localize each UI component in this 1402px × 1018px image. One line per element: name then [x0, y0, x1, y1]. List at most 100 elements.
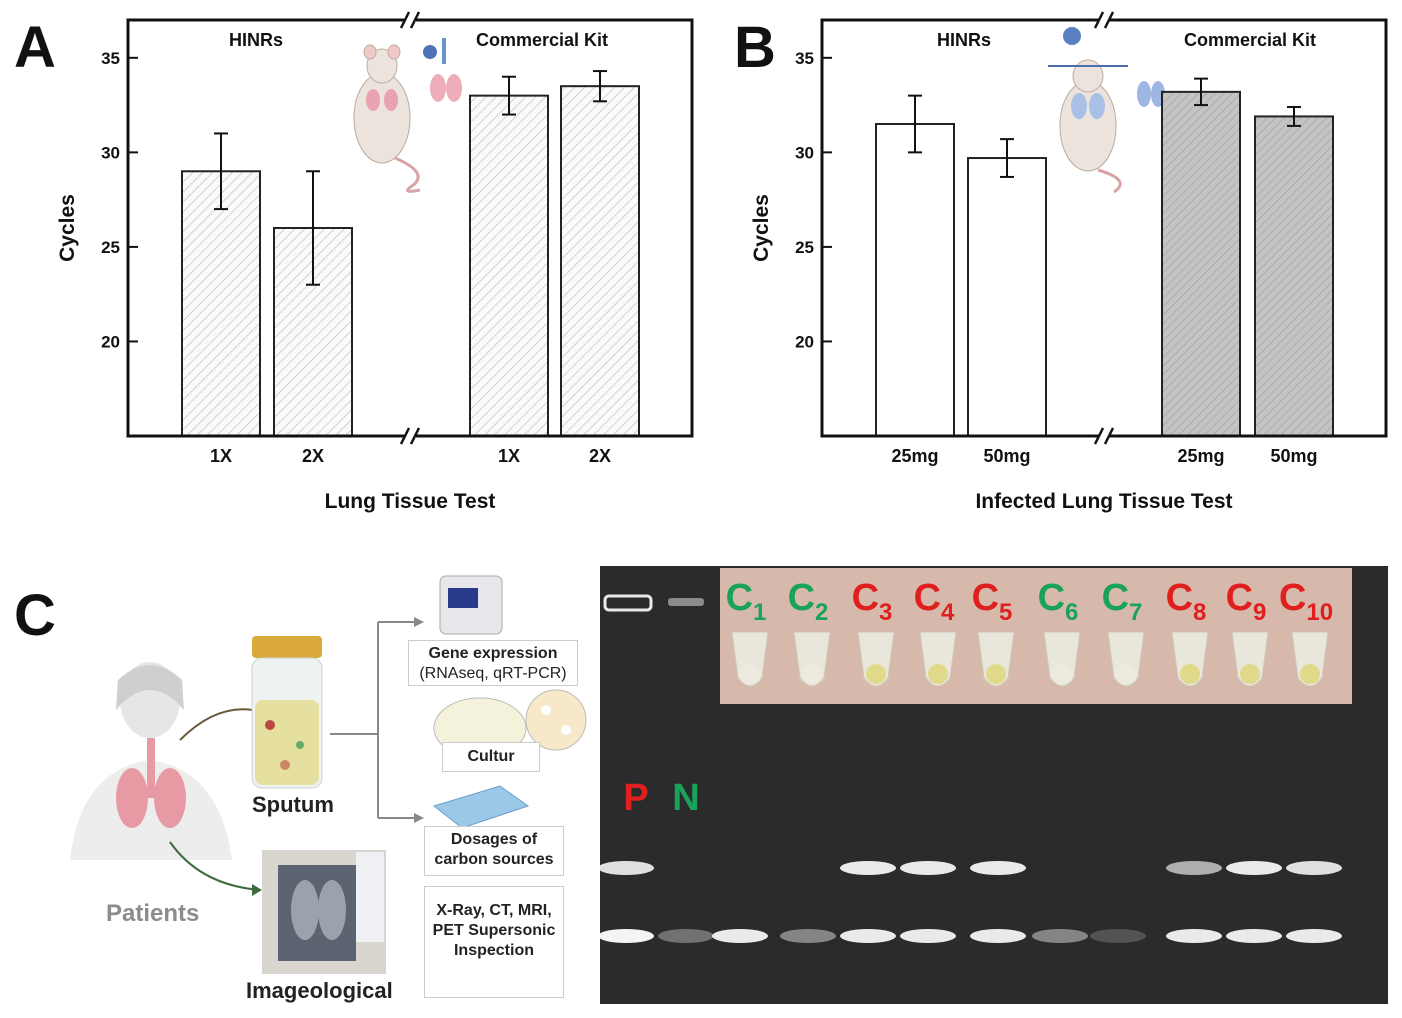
chart-b-x-tick-label-4: 50mg — [1270, 446, 1317, 466]
tube-3 — [857, 631, 895, 687]
gel-well-p — [603, 594, 653, 612]
chart-b-axis-break-top — [1093, 11, 1115, 29]
chart-b-group-label-2: Commercial Kit — [1184, 30, 1316, 50]
mouse-illustration-a — [353, 44, 421, 193]
panel-label-a: A — [14, 15, 56, 80]
sample-label-subscript: 8 — [1193, 599, 1206, 626]
chart-a-x-tick-label-4: 2X — [589, 446, 611, 466]
chart-b-error-bar-2 — [1000, 138, 1014, 178]
gene-expression-sub: (RNAseq, qRT-PCR) — [419, 665, 567, 682]
sputum-label: Sputum — [252, 792, 334, 817]
chart-a-error-bar-2 — [306, 170, 320, 286]
chart-b-error-bar-3 — [1194, 77, 1208, 107]
patients-label: Patients — [106, 900, 200, 927]
gel-band-lower-11 — [1226, 929, 1282, 943]
tube-6 — [1043, 631, 1081, 687]
tube-9 — [1231, 631, 1269, 687]
chart-b-bar-3 — [1161, 90, 1241, 437]
dosages-box: Dosages of carbon sources — [424, 826, 564, 876]
gel-band-lower-2 — [658, 929, 714, 943]
tube-5 — [977, 631, 1015, 687]
diagnosis-diagram: Patients Sputum Imageological Gene expre… — [0, 560, 600, 1018]
dosages-label: Dosages of carbon sources — [434, 831, 554, 868]
gel-band-upper-1 — [600, 861, 654, 875]
chart-b-bar-2 — [967, 157, 1047, 437]
gel-band-upper-7 — [970, 861, 1026, 875]
imaging-methods-label: X-Ray, CT, MRI, PET Supersonic Inspectio… — [432, 902, 556, 959]
chart-a-error-bar-3 — [502, 75, 516, 116]
sample-label-subscript: 7 — [1129, 599, 1142, 626]
chart-a-error-bar-1 — [214, 132, 228, 211]
chart-a-axis-break-top — [399, 11, 421, 29]
arrow-to-imaging — [169, 841, 261, 891]
sputum-jar-icon — [251, 636, 323, 789]
chart-b-x-axis-title: Infected Lung Tissue Test — [975, 490, 1232, 513]
tube-2 — [793, 631, 831, 687]
sample-label-c10: C10 — [1279, 577, 1333, 626]
gel-band-lower-5 — [840, 929, 896, 943]
tube-8 — [1171, 631, 1209, 687]
imaging-methods-box: X-Ray, CT, MRI, PET Supersonic Inspectio… — [424, 886, 564, 998]
chart-a-bar-4 — [560, 85, 640, 437]
chart-b-x-tick-label-1: 25mg — [891, 446, 938, 466]
sample-label-subscript: 6 — [1065, 599, 1078, 626]
gel-band-lower-8 — [1032, 929, 1088, 943]
tube-7 — [1107, 631, 1145, 687]
chart-a-x-axis-title: Lung Tissue Test — [325, 490, 496, 513]
panel-label-c: C — [14, 583, 56, 648]
chart-b-y-tick-label-1: 20 — [795, 332, 814, 351]
sample-label-subscript: 5 — [999, 599, 1012, 626]
chart-a-x-tick-label-1: 1X — [210, 446, 232, 466]
gel-band-lower-3 — [712, 929, 768, 943]
cultur-label: Cultur — [467, 748, 515, 765]
chart-a-error-bar-4 — [593, 70, 607, 103]
chart-b-group-label-1: HINRs — [937, 30, 991, 50]
gel-band-lower-12 — [1286, 929, 1342, 943]
gel-band-upper-12 — [1286, 861, 1342, 875]
chart-b-y-tick-label-2: 25 — [795, 238, 814, 257]
chart-a-group-label-1: HINRs — [229, 30, 283, 50]
chart-b-y-tick-label-4: 35 — [795, 49, 814, 68]
cultur-box: Cultur — [442, 742, 540, 772]
lungs-syringe-icon-a — [423, 38, 462, 102]
lungs-icon-b — [1137, 81, 1165, 107]
mouse-illustration-b — [1048, 27, 1128, 194]
chart-a-bar-1 — [181, 170, 261, 437]
qpcr-machine-icon — [439, 575, 503, 635]
sample-label-subscript: 3 — [879, 599, 892, 626]
chart-a-y-tick-label-3: 30 — [101, 143, 120, 162]
gel-band-lower-4 — [780, 929, 836, 943]
chart-b-x-tick-label-2: 50mg — [983, 446, 1030, 466]
sample-label-subscript: 2 — [815, 599, 828, 626]
chart-b-bar-4 — [1254, 115, 1334, 437]
control-label-p: P — [623, 777, 648, 819]
gel-band-lower-1 — [600, 929, 654, 943]
chart-a-y-tick-label-1: 20 — [101, 332, 120, 351]
chart-a: 1X 2X 1X 2X 20 25 30 35 HINRs Commercial Kit Cycle… — [56, 11, 694, 513]
gene-expression-box: Gene expression (RNAseq, qRT-PCR) — [408, 640, 578, 686]
tube-4 — [919, 631, 957, 687]
chart-a-axis-break-bottom — [399, 427, 421, 445]
gel-band-lower-9 — [1090, 929, 1146, 943]
branch-connector — [330, 621, 420, 819]
sample-label-subscript: 1 — [753, 599, 766, 626]
chart-b-y-tick-label-3: 30 — [795, 143, 814, 162]
gene-expression-label: Gene expression — [428, 645, 558, 662]
chart-a-x-tick-label-3: 1X — [498, 446, 520, 466]
chart-b-y-axis-title: Cycles — [750, 194, 773, 262]
chart-b-bar-1 — [875, 123, 955, 437]
chart-b: 25mg 50mg 25mg 50mg 20 25 30 35 HINRs Commercial … — [750, 11, 1388, 513]
patient-figure-icon — [70, 662, 232, 860]
chart-a-x-tick-label-2: 2X — [302, 446, 324, 466]
gel-well-n — [668, 598, 704, 606]
chart-b-x-tick-label-3: 25mg — [1177, 446, 1224, 466]
microplate-icon — [432, 785, 530, 829]
xray-image-icon — [262, 850, 386, 974]
chart-b-error-bar-1 — [908, 94, 922, 154]
chart-a-y-tick-label-4: 35 — [101, 49, 120, 68]
chart-b-axis-break-bottom — [1093, 427, 1115, 445]
gel-band-upper-6 — [900, 861, 956, 875]
gel-band-lower-10 — [1166, 929, 1222, 943]
chart-b-error-bar-4 — [1287, 105, 1301, 127]
